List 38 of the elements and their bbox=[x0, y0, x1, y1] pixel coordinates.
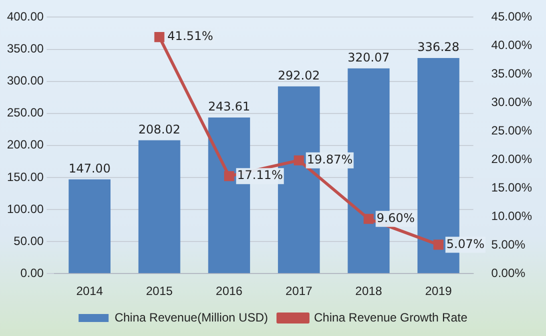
data-label: 208.02 bbox=[138, 122, 180, 136]
x-tick-label: 2015 bbox=[146, 284, 174, 298]
x-tick-label: 2017 bbox=[286, 284, 313, 298]
y2-tick-label: 30.00% bbox=[491, 94, 532, 109]
data-label: 19.87% bbox=[306, 152, 353, 167]
y-tick-label: 50.00 bbox=[14, 234, 44, 248]
y2-tick-label: 15.00% bbox=[491, 180, 532, 194]
legend-label: China Revenue(Million USD) bbox=[114, 310, 268, 324]
data-label: 17.11% bbox=[237, 168, 283, 182]
x-tick-label: 2018 bbox=[355, 284, 382, 298]
x-tick-label: 2016 bbox=[216, 284, 243, 298]
y-tick-label: 300.00 bbox=[7, 74, 44, 88]
y2-tick-label: 35.00% bbox=[491, 66, 532, 80]
data-label: 336.28 bbox=[417, 40, 460, 54]
y2-tick-label: 25.00% bbox=[491, 123, 532, 138]
y2-tick-label: 40.00% bbox=[491, 38, 532, 52]
data-label: 147.00 bbox=[68, 162, 111, 176]
data-label: 41.51% bbox=[167, 29, 214, 44]
y-tick-label: 100.00 bbox=[7, 202, 44, 216]
x-tick-label: 2019 bbox=[425, 284, 452, 298]
data-label: 292.02 bbox=[278, 68, 320, 83]
y2-tick-label: 5.00% bbox=[491, 237, 526, 252]
data-label: 320.07 bbox=[348, 50, 390, 65]
x-tick-label: 2014 bbox=[76, 284, 104, 298]
y2-tick-label: 20.00% bbox=[491, 152, 532, 166]
y2-tick-label: 10.00% bbox=[491, 208, 532, 223]
legend-label: China Revenue Growth Rate bbox=[314, 310, 468, 324]
data-label: 5.07% bbox=[446, 236, 485, 251]
y-tick-label: 400.00 bbox=[7, 10, 44, 24]
data-label: 243.61 bbox=[208, 100, 250, 114]
y2-tick-label: 0.00% bbox=[491, 266, 526, 280]
data-label: 9.60% bbox=[376, 211, 415, 226]
y-tick-label: 350.00 bbox=[7, 42, 44, 56]
y-tick-label: 200.00 bbox=[7, 138, 44, 152]
y-tick-label: 150.00 bbox=[7, 170, 44, 184]
y-tick-label: 250.00 bbox=[7, 106, 44, 120]
y-tick-label: 0.00 bbox=[20, 266, 44, 280]
y2-tick-label: 45.00% bbox=[491, 10, 532, 24]
